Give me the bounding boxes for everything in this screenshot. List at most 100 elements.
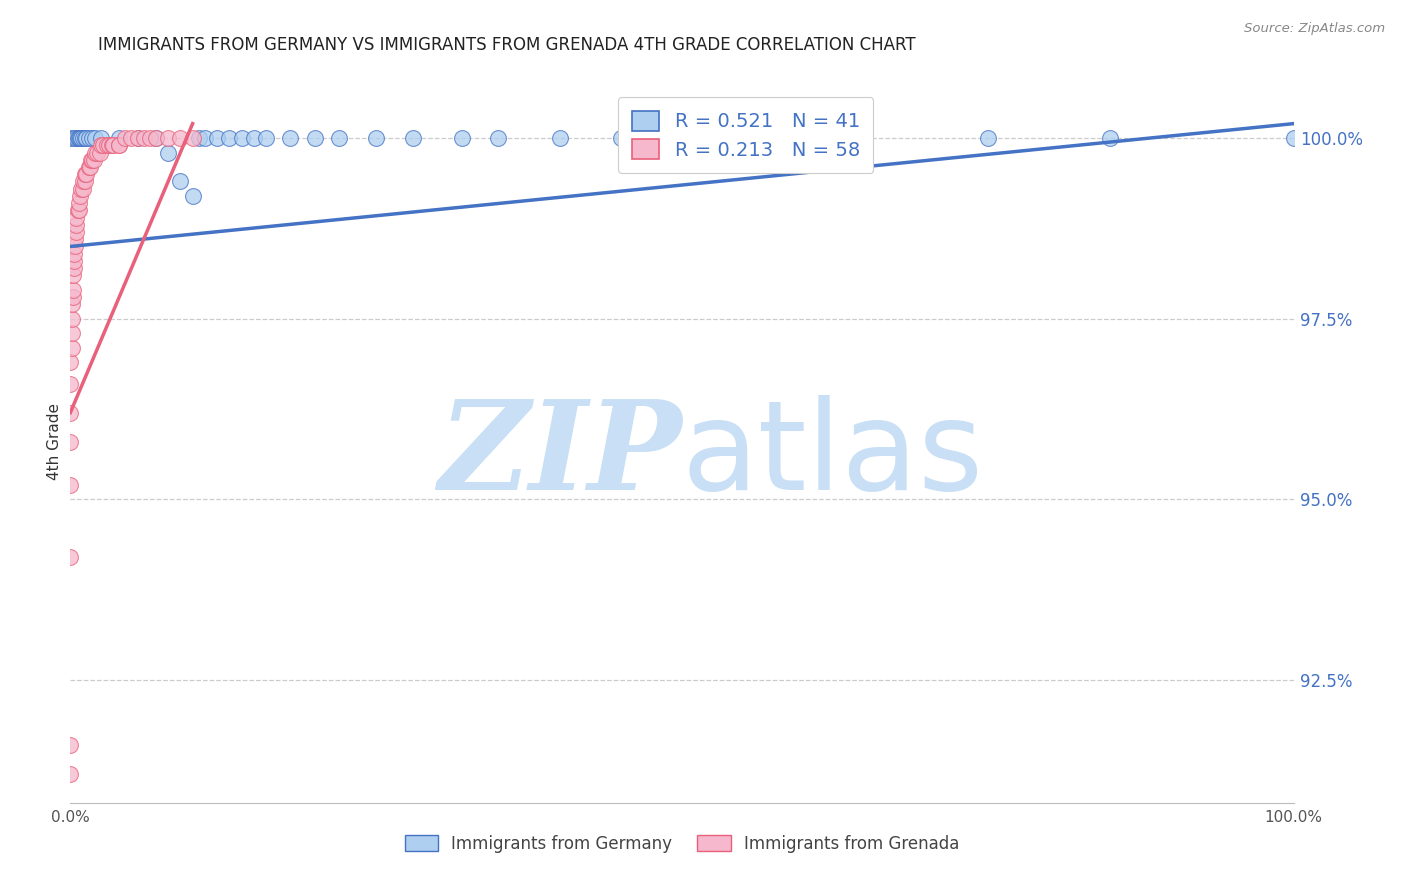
Point xyxy=(59,738,82,752)
Point xyxy=(60,297,83,311)
Point xyxy=(59,355,82,369)
Point xyxy=(450,131,472,145)
Point xyxy=(63,239,86,253)
Point xyxy=(548,131,571,145)
Point xyxy=(75,131,97,145)
Point xyxy=(59,406,82,420)
Text: IMMIGRANTS FROM GERMANY VS IMMIGRANTS FROM GRENADA 4TH GRADE CORRELATION CHART: IMMIGRANTS FROM GERMANY VS IMMIGRANTS FR… xyxy=(98,36,917,54)
Text: atlas: atlas xyxy=(682,395,984,516)
Text: Source: ZipAtlas.com: Source: ZipAtlas.com xyxy=(1244,22,1385,36)
Point xyxy=(67,131,90,145)
Point xyxy=(67,203,90,218)
Point xyxy=(73,174,96,188)
Point xyxy=(62,283,84,297)
Point xyxy=(60,326,83,340)
Point xyxy=(181,189,204,203)
Point xyxy=(66,131,89,145)
Point xyxy=(91,138,114,153)
Point xyxy=(59,478,82,492)
Point xyxy=(157,131,180,145)
Point xyxy=(1099,131,1122,145)
Point xyxy=(65,225,87,239)
Point xyxy=(145,131,167,145)
Point xyxy=(83,145,105,160)
Point xyxy=(63,232,86,246)
Point xyxy=(60,311,83,326)
Point xyxy=(67,196,90,211)
Point xyxy=(80,153,103,167)
Point xyxy=(205,131,228,145)
Point xyxy=(77,131,100,145)
Point xyxy=(59,434,82,449)
Point xyxy=(145,131,167,145)
Point xyxy=(73,167,96,181)
Point xyxy=(62,268,84,283)
Point xyxy=(60,341,83,355)
Point xyxy=(976,131,998,145)
Point xyxy=(132,131,155,145)
Point xyxy=(280,131,302,145)
Point xyxy=(169,131,191,145)
Point xyxy=(402,131,425,145)
Text: ZIP: ZIP xyxy=(439,395,682,516)
Point xyxy=(65,211,87,225)
Point xyxy=(90,131,112,145)
Point xyxy=(108,138,131,153)
Point xyxy=(70,181,93,195)
Point xyxy=(63,253,86,268)
Point xyxy=(610,131,633,145)
Point xyxy=(77,160,100,174)
Point xyxy=(86,145,108,160)
Point xyxy=(83,153,105,167)
Point xyxy=(671,131,693,145)
Point xyxy=(181,131,204,145)
Point xyxy=(69,131,91,145)
Point xyxy=(304,131,326,145)
Point xyxy=(65,218,87,232)
Point xyxy=(72,131,94,145)
Point xyxy=(98,138,121,153)
Point xyxy=(89,145,111,160)
Point xyxy=(59,131,82,145)
Point xyxy=(75,167,97,181)
Point xyxy=(254,131,277,145)
Point xyxy=(72,181,94,195)
Point xyxy=(59,550,82,565)
Point xyxy=(108,138,131,153)
Legend: Immigrants from Germany, Immigrants from Grenada: Immigrants from Germany, Immigrants from… xyxy=(398,828,966,860)
Point xyxy=(96,138,118,153)
Point xyxy=(65,131,87,145)
Point xyxy=(218,131,240,145)
Point xyxy=(366,131,388,145)
Point xyxy=(63,246,86,260)
Point xyxy=(72,174,94,188)
Point xyxy=(59,376,82,391)
Point xyxy=(127,131,149,145)
Point xyxy=(69,189,91,203)
Point xyxy=(169,174,191,188)
Point xyxy=(114,131,136,145)
Point xyxy=(121,131,143,145)
Point xyxy=(63,261,86,276)
Point xyxy=(70,131,93,145)
Point xyxy=(328,131,350,145)
Point xyxy=(62,290,84,304)
Point xyxy=(108,131,131,145)
Point xyxy=(73,131,96,145)
Point xyxy=(82,153,104,167)
Point xyxy=(63,131,86,145)
Point xyxy=(83,131,105,145)
Point xyxy=(139,131,162,145)
Point xyxy=(793,131,815,145)
Point xyxy=(488,131,510,145)
Point xyxy=(59,767,82,781)
Point xyxy=(231,131,253,145)
Point xyxy=(187,131,209,145)
Point xyxy=(66,203,89,218)
Point xyxy=(90,138,112,153)
Point xyxy=(79,160,101,174)
Point xyxy=(101,138,124,153)
Point xyxy=(101,138,124,153)
Point xyxy=(1282,131,1305,145)
Point xyxy=(82,131,104,145)
